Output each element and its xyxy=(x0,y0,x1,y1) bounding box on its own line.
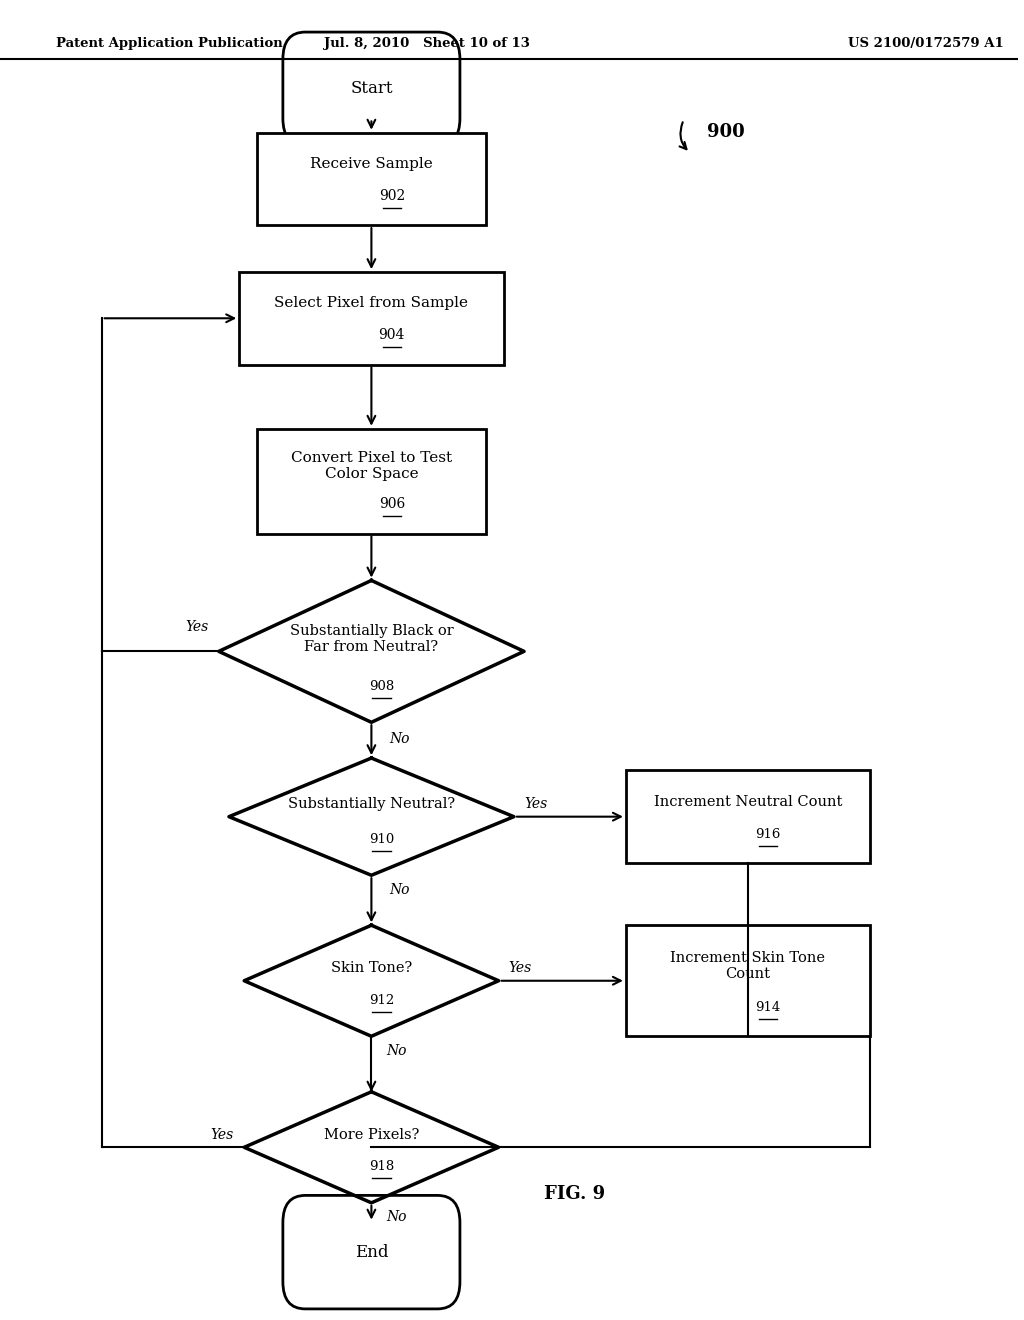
Text: Start: Start xyxy=(350,81,392,98)
FancyBboxPatch shape xyxy=(626,771,870,863)
Text: Yes: Yes xyxy=(211,1129,234,1142)
Text: 918: 918 xyxy=(369,1160,394,1173)
Text: Select Pixel from Sample: Select Pixel from Sample xyxy=(274,297,468,310)
FancyBboxPatch shape xyxy=(626,925,870,1036)
Text: 906: 906 xyxy=(379,498,404,511)
Text: US 2100/0172579 A1: US 2100/0172579 A1 xyxy=(848,37,1004,50)
Text: No: No xyxy=(390,733,411,746)
Text: FIG. 9: FIG. 9 xyxy=(545,1185,605,1203)
FancyBboxPatch shape xyxy=(283,32,460,145)
Text: No: No xyxy=(390,883,411,896)
Text: More Pixels?: More Pixels? xyxy=(324,1129,419,1142)
Text: Skin Tone?: Skin Tone? xyxy=(331,961,412,975)
Text: No: No xyxy=(387,1044,408,1057)
Text: Increment Skin Tone
Count: Increment Skin Tone Count xyxy=(671,950,825,981)
Text: Jul. 8, 2010   Sheet 10 of 13: Jul. 8, 2010 Sheet 10 of 13 xyxy=(325,37,530,50)
FancyBboxPatch shape xyxy=(257,429,485,533)
FancyBboxPatch shape xyxy=(240,272,504,364)
Polygon shape xyxy=(219,581,524,722)
Polygon shape xyxy=(229,758,514,875)
Text: Yes: Yes xyxy=(185,619,209,634)
Text: No: No xyxy=(387,1210,408,1224)
Text: Patent Application Publication: Patent Application Publication xyxy=(56,37,283,50)
Text: 904: 904 xyxy=(379,329,404,342)
Text: Substantially Neutral?: Substantially Neutral? xyxy=(288,797,455,812)
Polygon shape xyxy=(244,925,499,1036)
Text: Yes: Yes xyxy=(524,797,547,812)
Text: End: End xyxy=(354,1243,388,1261)
FancyBboxPatch shape xyxy=(283,1196,460,1309)
Text: 914: 914 xyxy=(756,1001,781,1014)
Polygon shape xyxy=(244,1092,499,1203)
Text: 916: 916 xyxy=(756,828,781,841)
FancyBboxPatch shape xyxy=(257,132,485,226)
Text: 908: 908 xyxy=(369,680,394,693)
Text: Convert Pixel to Test
Color Space: Convert Pixel to Test Color Space xyxy=(291,451,452,482)
Text: 912: 912 xyxy=(369,994,394,1007)
Text: 900: 900 xyxy=(708,123,744,141)
Text: Yes: Yes xyxy=(509,961,532,975)
Text: Receive Sample: Receive Sample xyxy=(310,157,433,172)
Text: Substantially Black or
Far from Neutral?: Substantially Black or Far from Neutral? xyxy=(290,624,454,655)
Text: 910: 910 xyxy=(369,833,394,846)
Text: Increment Neutral Count: Increment Neutral Count xyxy=(653,795,842,809)
Text: 902: 902 xyxy=(379,189,404,203)
